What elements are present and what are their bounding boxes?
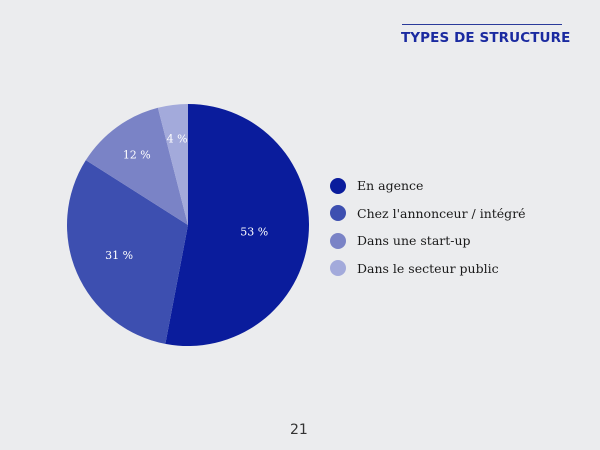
legend-label: Dans une start-up xyxy=(357,233,471,249)
legend-label: Chez l'annonceur / intégré xyxy=(357,205,526,221)
legend-item-en-agence: En agence xyxy=(330,172,526,200)
slice-label: 53 % xyxy=(240,225,268,238)
pie-slice xyxy=(165,104,310,346)
legend-item-annonceur: Chez l'annonceur / intégré xyxy=(330,200,526,228)
legend-dot-icon xyxy=(330,232,346,249)
pie-slice xyxy=(67,160,188,344)
slice-label: 4 % xyxy=(167,133,188,146)
slice-label: 12 % xyxy=(123,149,151,162)
legend-item-start-up: Dans une start-up xyxy=(330,227,526,255)
title-rule xyxy=(402,24,562,25)
legend-dot-icon xyxy=(330,260,346,277)
pie-slice xyxy=(85,107,188,225)
legend-label: Dans le secteur public xyxy=(357,260,499,276)
legend-label: En agence xyxy=(357,178,424,194)
pie-slice xyxy=(157,104,188,225)
legend-item-secteur-public: Dans le secteur public xyxy=(330,255,526,283)
slide-title: TYPES DE STRUCTURE xyxy=(401,30,571,46)
legend-dot-icon xyxy=(330,177,346,194)
page-number: 21 xyxy=(290,422,308,438)
chart-legend: En agence Chez l'annonceur / intégré Dan… xyxy=(330,172,526,282)
legend-dot-icon xyxy=(330,205,346,222)
slice-label: 31 % xyxy=(105,249,133,262)
